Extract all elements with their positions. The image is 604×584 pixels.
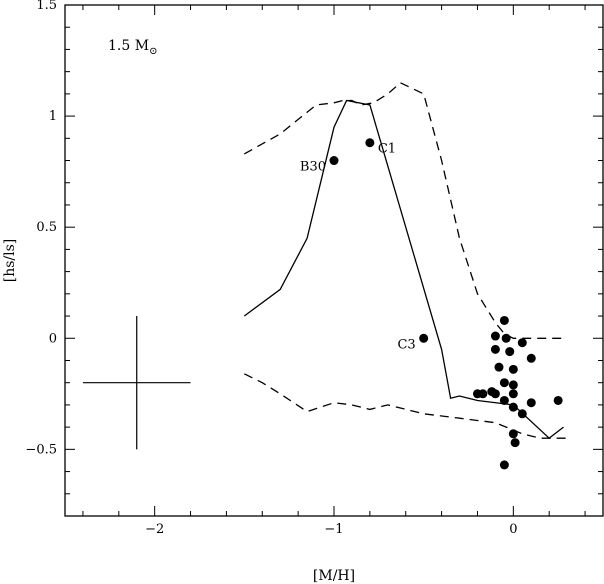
data-point — [478, 389, 488, 399]
data-point — [501, 333, 511, 343]
model-label-mass: 1.5 M — [108, 38, 149, 54]
data-point — [499, 460, 509, 470]
data-point — [508, 429, 518, 439]
y-tick-label: 0.5 — [36, 220, 57, 235]
y-tick-label: 0 — [49, 331, 57, 346]
data-point — [490, 389, 500, 399]
data-point — [499, 315, 509, 325]
x-tick-label: −1 — [324, 522, 343, 537]
data-point — [490, 331, 500, 341]
model-label-subscript: ⊙ — [149, 46, 157, 57]
data-point — [508, 364, 518, 374]
y-axis-label: [hs/ls] — [2, 239, 18, 283]
y-tick-label: −0.5 — [25, 442, 57, 457]
x-axis-label: [M/H] — [313, 568, 355, 584]
data-point — [508, 389, 518, 399]
data-point — [499, 395, 509, 405]
data-point — [517, 338, 527, 348]
data-point — [553, 395, 563, 405]
plot-frame — [64, 4, 604, 517]
data-points — [329, 138, 563, 470]
point-label: C3 — [397, 337, 415, 352]
data-point — [365, 138, 375, 148]
data-point — [508, 402, 518, 412]
data-point — [526, 398, 536, 408]
dashed-model-curve — [243, 82, 568, 339]
data-point — [499, 378, 509, 388]
point-label: C1 — [378, 142, 396, 157]
data-point — [505, 347, 515, 357]
labels: B30 C1 C3 — [300, 142, 416, 353]
dashed-model-curve — [244, 373, 568, 439]
y-tick-label: 1.5 — [36, 0, 57, 13]
data-point — [526, 353, 536, 363]
data-point — [419, 333, 429, 343]
data-point — [510, 438, 520, 448]
axis-ticks: −2 −1 0 −0.5 0 0.5 1 1.5 — [25, 0, 603, 537]
x-tick-label: −2 — [145, 522, 164, 537]
y-tick-label: 1 — [49, 109, 57, 124]
point-label: B30 — [300, 160, 326, 175]
data-point — [517, 409, 527, 419]
error-bar — [82, 316, 191, 450]
x-tick-label: 0 — [509, 522, 517, 537]
model-label: 1.5 M⊙ — [108, 38, 157, 57]
data-point — [329, 156, 339, 166]
model-curves — [243, 82, 568, 440]
data-point — [494, 362, 504, 372]
data-point — [508, 380, 518, 390]
data-point — [490, 344, 500, 354]
